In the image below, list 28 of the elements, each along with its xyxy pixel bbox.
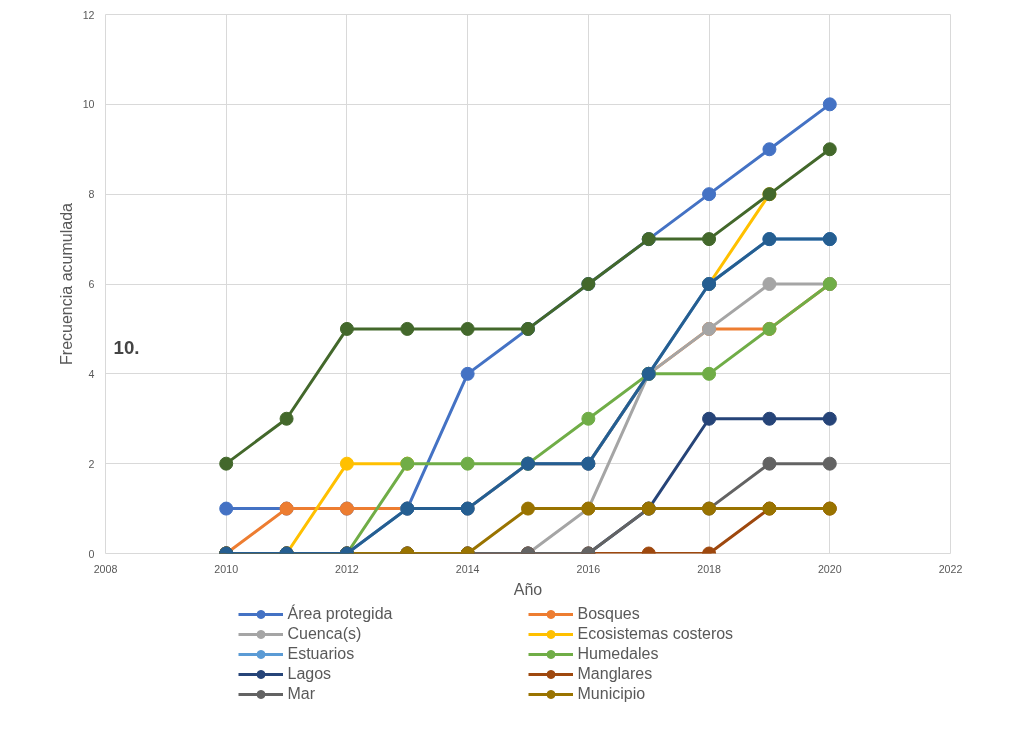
- x-axis-title: Año: [513, 580, 543, 598]
- legend-label: Ecosistemas costeros: [577, 625, 735, 643]
- legend-label: Manglares: [577, 665, 654, 683]
- y-tick-label: 8: [88, 188, 95, 201]
- x-tick-label: 2014: [455, 562, 480, 575]
- legend-label: Municipio: [577, 685, 647, 703]
- y-tick-label: 2: [88, 457, 95, 470]
- x-tick-label: 2016: [576, 562, 601, 575]
- legend-label: Área protegida: [287, 605, 394, 623]
- y-tick-label: 12: [82, 8, 95, 21]
- legend-label: Cuenca(s): [287, 625, 363, 643]
- x-tick-label: 2022: [938, 562, 963, 575]
- legend-label: Lagos: [287, 665, 333, 683]
- legend-label: Estuarios: [287, 645, 356, 663]
- y-tick-label: 4: [88, 367, 95, 380]
- x-tick-label: 2018: [697, 562, 721, 575]
- y-tick-label: 6: [88, 278, 95, 290]
- legend-label: Mar: [287, 685, 317, 703]
- x-tick-label: 2020: [817, 562, 842, 575]
- legend-label: Bosques: [577, 605, 641, 623]
- x-tick-label: 2010: [214, 562, 239, 575]
- x-tick-label: 2008: [93, 562, 118, 575]
- annotation: 10.: [113, 336, 140, 358]
- y-tick-label: 10: [82, 98, 95, 111]
- legend-label: Humedales: [577, 645, 660, 663]
- x-tick-label: 2012: [335, 562, 359, 575]
- y-axis-title: Frecuencia acumulada: [57, 202, 75, 365]
- y-tick-label: 0: [88, 547, 95, 560]
